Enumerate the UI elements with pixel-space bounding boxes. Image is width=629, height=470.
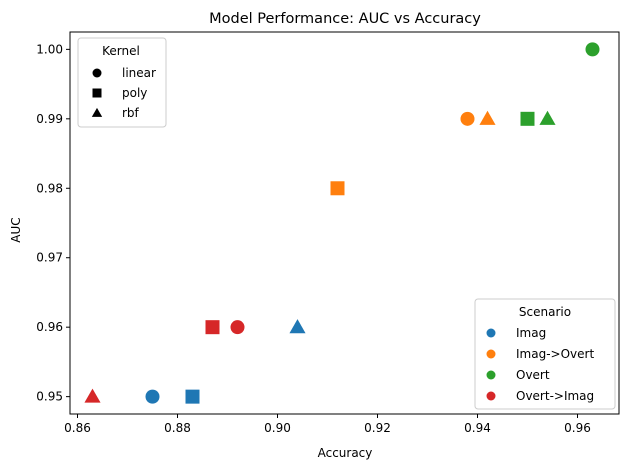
axes: 0.86 0.88 0.90 0.92 0.94 0.96 0.95 0.96 0.97 0.98… bbox=[36, 31, 620, 435]
scenario-legend-marker bbox=[486, 328, 496, 338]
x-tick-label: 0.88 bbox=[164, 421, 191, 435]
kernel-legend-marker bbox=[92, 68, 102, 78]
data-point bbox=[145, 389, 160, 404]
scenario-legend-marker bbox=[486, 391, 496, 401]
kernel-legend-label: rbf bbox=[122, 106, 140, 120]
data-point bbox=[84, 388, 101, 403]
x-axis-title: Accuracy bbox=[318, 446, 373, 460]
scenario-legend-title: Scenario bbox=[519, 305, 571, 319]
y-tick-label: 0.97 bbox=[36, 251, 63, 265]
kernel-legend-marker bbox=[91, 107, 103, 117]
kernel-legend-box bbox=[77, 37, 167, 128]
x-tick-label: 0.94 bbox=[464, 421, 491, 435]
chart-title: Model Performance: AUC vs Accuracy bbox=[209, 11, 481, 27]
y-axis-title: AUC bbox=[9, 217, 23, 242]
data-point bbox=[205, 320, 220, 335]
scenario-legend-marker bbox=[486, 370, 496, 380]
scenario-legend-marker bbox=[486, 349, 496, 359]
data-point bbox=[230, 320, 245, 335]
x-tick-label: 0.92 bbox=[364, 421, 391, 435]
kernel-legend-title: Kernel bbox=[102, 44, 140, 58]
x-tick-label: 0.86 bbox=[64, 421, 91, 435]
kernel-legend: Kernel linear poly rbf bbox=[77, 37, 167, 128]
scenario-legend-box bbox=[474, 298, 616, 410]
data-point bbox=[520, 111, 535, 126]
data-point bbox=[460, 111, 475, 126]
y-tick-label: 1.00 bbox=[36, 42, 63, 56]
data-point bbox=[330, 181, 345, 196]
data-point bbox=[289, 319, 306, 334]
scenario-legend-label: Imag bbox=[516, 326, 546, 340]
scenario-legend-label: Overt bbox=[516, 368, 550, 382]
data-point bbox=[185, 389, 200, 404]
scenario-legend-label: Imag->Overt bbox=[516, 347, 594, 361]
data-points bbox=[84, 42, 600, 404]
scenario-legend: Scenario Imag Imag->Overt Overt Overt->Imag bbox=[474, 298, 616, 410]
kernel-legend-label: poly bbox=[122, 86, 147, 100]
y-tick-label: 0.96 bbox=[36, 320, 63, 334]
x-tick-label: 0.96 bbox=[564, 421, 591, 435]
data-point bbox=[585, 42, 600, 57]
kernel-legend-label: linear bbox=[122, 66, 156, 80]
y-tick-label: 0.98 bbox=[36, 181, 63, 195]
x-tick-label: 0.90 bbox=[264, 421, 291, 435]
plot-frame bbox=[69, 31, 620, 415]
scenario-legend-label: Overt->Imag bbox=[516, 389, 594, 403]
y-tick-label: 0.95 bbox=[36, 390, 63, 404]
data-point bbox=[539, 110, 556, 125]
y-tick-label: 0.99 bbox=[36, 112, 63, 126]
data-point bbox=[479, 110, 496, 125]
kernel-legend-marker bbox=[92, 88, 102, 98]
